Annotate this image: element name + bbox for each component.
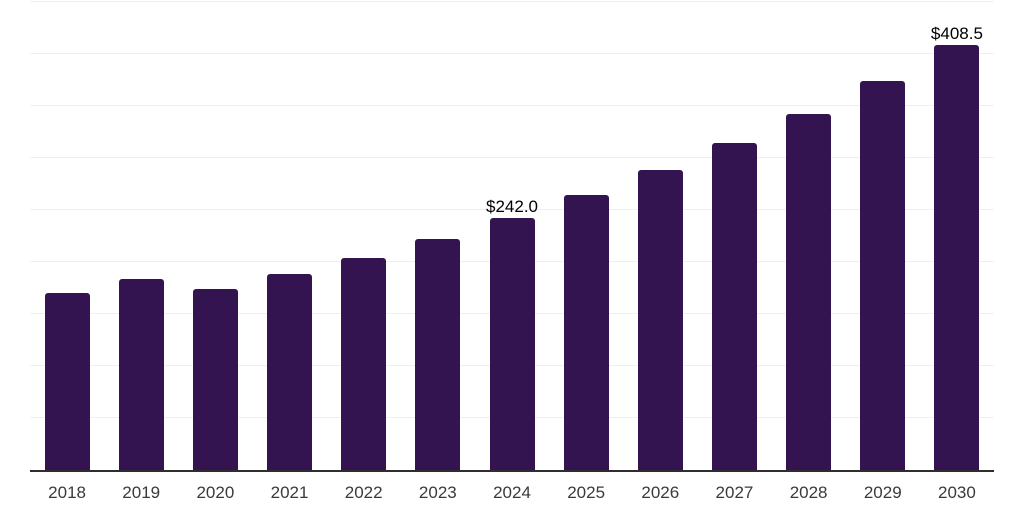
- x-tick-label-2020: 2020: [196, 483, 235, 502]
- gridline-300: [30, 157, 994, 159]
- gridline-350: [30, 105, 994, 107]
- bar-2020: [192, 288, 238, 470]
- x-axis: 2018 2019 2020 2021 2022 2023 2024 2025 2026 2027…: [30, 484, 994, 506]
- x-tick-label-2028: 2028: [789, 483, 828, 502]
- bar-2029: [860, 80, 906, 470]
- bar-2023: [415, 238, 461, 470]
- bar-2027: [711, 143, 757, 470]
- x-tick-label-2027: 2027: [715, 483, 754, 502]
- plot-area: $242.0 $408.5: [30, 0, 994, 472]
- x-tick-label-2025: 2025: [567, 483, 606, 502]
- x-tick-label-2021: 2021: [270, 483, 309, 502]
- bar-2028: [786, 113, 832, 470]
- x-tick-label-2019: 2019: [122, 483, 161, 502]
- x-tick-label-2029: 2029: [863, 483, 902, 502]
- bar-value-label-2030: $408.5: [930, 23, 983, 43]
- x-tick-label-2023: 2023: [418, 483, 457, 502]
- x-tick-label-2030: 2030: [938, 483, 976, 502]
- bar-value-label-2024: $242.0: [486, 197, 538, 217]
- x-tick-label-2026: 2026: [641, 483, 680, 502]
- bar-2022: [341, 257, 387, 470]
- x-tick-label-2022: 2022: [344, 483, 383, 502]
- bar-2030: [934, 44, 980, 470]
- x-tick-label-2018: 2018: [48, 483, 86, 502]
- gridline-250: [30, 209, 994, 211]
- bar-2024: [489, 218, 535, 470]
- bar-2025: [563, 195, 609, 470]
- bar-2021: [267, 273, 313, 470]
- gridline-450: [30, 1, 994, 2]
- x-tick-label-2024: 2024: [493, 483, 531, 502]
- gridline-400: [30, 53, 994, 55]
- bar-2018: [44, 293, 90, 470]
- bar-2019: [118, 278, 164, 470]
- bar-2026: [637, 170, 683, 470]
